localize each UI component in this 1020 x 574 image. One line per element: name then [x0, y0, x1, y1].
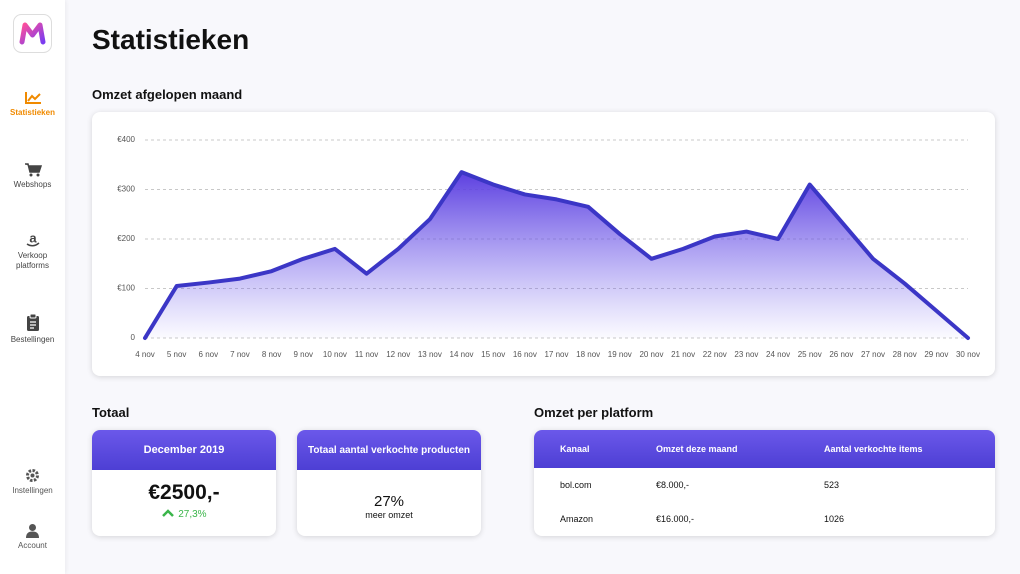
x-tick-label: 17 nov — [544, 350, 568, 359]
column-header: Kanaal — [560, 444, 590, 454]
products-card: Totaal aantal verkochte producten 27% me… — [297, 430, 481, 536]
x-tick-label: 28 nov — [893, 350, 917, 359]
icon — [24, 163, 42, 177]
section-title: Totaal — [92, 405, 130, 420]
nav-item[interactable]: Statistieken — [0, 91, 65, 118]
column-header: Omzet deze maand — [656, 444, 738, 454]
icon — [26, 469, 39, 482]
cell: €8.000,- — [656, 480, 690, 490]
nav-item[interactable]: Account — [0, 523, 65, 551]
cell: bol.com — [560, 480, 592, 490]
nav-item[interactable]: a Verkoop platforms — [0, 232, 65, 271]
up-arrow — [162, 509, 175, 517]
x-tick-label: 13 nov — [418, 350, 442, 359]
icon — [24, 92, 41, 104]
nav-item[interactable]: Webshops — [0, 162, 65, 190]
section-title: Omzet per platform — [534, 405, 654, 420]
x-tick-label: 24 nov — [766, 350, 790, 359]
section-title: Omzet afgelopen maand — [92, 87, 243, 102]
card-header: Totaal aantal verkochte producten — [297, 430, 481, 470]
logo[interactable] — [13, 14, 52, 53]
x-tick-label: 5 nov — [167, 350, 187, 359]
x-tick-label: 15 nov — [481, 350, 505, 359]
change-value: 27,3% — [178, 509, 207, 520]
x-tick-label: 30 nov — [956, 350, 980, 359]
x-tick-label: 8 nov — [262, 350, 282, 359]
caption: meer omzet — [365, 510, 413, 520]
icon — [26, 524, 39, 538]
amount: €2500,- — [148, 481, 220, 504]
x-tick-label: 23 nov — [734, 350, 758, 359]
nav-label: Verkoop platforms — [16, 251, 49, 270]
row: Amazon €16.000,- 1026 — [534, 502, 995, 536]
x-tick-label: 11 nov — [355, 350, 378, 359]
x-tick-label: 22 nov — [703, 350, 727, 359]
table: Kanaal Omzet deze maand Aantal verkochte… — [534, 430, 995, 536]
x-tick-label: 18 nov — [576, 350, 600, 359]
x-tick-label: 16 nov — [513, 350, 537, 359]
x-tick-label: 7 nov — [230, 350, 250, 359]
nav-label: Bestellingen — [10, 335, 55, 344]
nav-label: Account — [18, 541, 47, 550]
y-tick-label: €100 — [117, 284, 135, 293]
nav-item[interactable]: Instellingen — [0, 468, 65, 496]
nav-label: Webshops — [13, 180, 52, 189]
chart: 0 €100 €200 €300 €400 4 nov 5 nov 6 nov 7 nov 8 n… — [117, 135, 980, 359]
sidebar: Statistieken Webshops a Verkoop platform… — [0, 0, 65, 574]
cell: Amazon — [560, 514, 594, 524]
x-tick-label: 29 nov — [924, 350, 948, 359]
y-tick-label: €400 — [117, 135, 135, 144]
y-tick-label: 0 — [131, 333, 136, 342]
card-header: December 2019 — [92, 430, 276, 470]
chart-card: 0 €100 €200 €300 €400 4 nov 5 nov 6 nov 7 nov 8 n… — [92, 112, 995, 376]
x-tick-label: 21 nov — [671, 350, 695, 359]
x-tick-label: 9 nov — [293, 350, 313, 359]
change: 27,3% — [92, 508, 276, 520]
line — [143, 170, 970, 340]
header-row: Kanaal Omzet deze maand Aantal verkochte… — [534, 430, 995, 468]
month-card: December 2019 €2500,- 27,3% — [92, 430, 276, 536]
value: 27% — [373, 493, 405, 510]
cell: 523 — [824, 480, 840, 490]
y-tick-label: €300 — [117, 185, 135, 194]
cell: 1026 — [824, 514, 845, 524]
area-fill — [145, 172, 968, 338]
nav-label: Instellingen — [12, 486, 53, 495]
x-tick-label: 25 nov — [798, 350, 822, 359]
page-title: Statistieken — [92, 24, 250, 55]
x-tick-label: 12 nov — [386, 350, 410, 359]
x-tick-label: 14 nov — [450, 350, 474, 359]
x-tick-label: 19 nov — [608, 350, 632, 359]
x-tick-label: 4 nov — [135, 350, 155, 359]
x-tick-label: 27 nov — [861, 350, 885, 359]
nav-item[interactable]: Bestellingen — [0, 314, 65, 345]
x-tick-label: 6 nov — [199, 350, 219, 359]
platform-table: Kanaal Omzet deze maand Aantal verkochte… — [534, 430, 995, 536]
svg-text:a: a — [29, 232, 37, 245]
icon: a — [26, 232, 39, 247]
row: bol.com €8.000,- 523 — [534, 468, 995, 502]
y-tick-label: €200 — [117, 234, 135, 243]
nav-label: Statistieken — [10, 108, 55, 117]
cell: €16.000,- — [656, 514, 695, 524]
icon — [26, 314, 39, 331]
x-tick-label: 26 nov — [829, 350, 853, 359]
x-tick-label: 10 nov — [323, 350, 347, 359]
column-header: Aantal verkochte items — [824, 444, 923, 454]
x-tick-label: 20 nov — [639, 350, 663, 359]
